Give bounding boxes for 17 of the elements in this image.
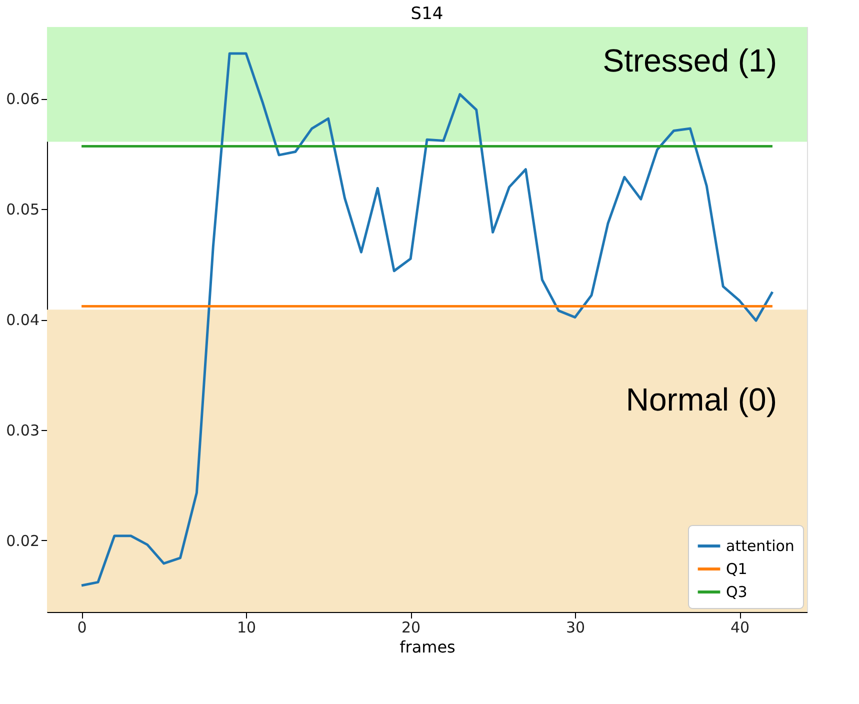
legend-label: Q3: [726, 583, 748, 601]
legend-label: attention: [726, 537, 794, 555]
band-label: Normal (0): [626, 381, 777, 418]
x-axis-title: frames: [400, 638, 456, 656]
legend-label: Q1: [726, 560, 748, 578]
y-tick-label: 0.02: [6, 532, 40, 550]
y-tick-label: 0.03: [6, 421, 40, 440]
y-tick-label: 0.05: [6, 200, 40, 219]
y-tick-label: 0.06: [6, 90, 40, 108]
x-tick-label: 10: [237, 618, 256, 636]
y-tick-label: 0.04: [6, 311, 40, 329]
x-tick-label: 40: [730, 618, 750, 636]
chart-title: S14: [410, 4, 444, 24]
x-tick-label: 0: [77, 618, 87, 636]
x-tick-label: 20: [402, 618, 421, 636]
band-label: Stressed (1): [602, 42, 777, 78]
x-tick-label: 30: [566, 618, 586, 636]
